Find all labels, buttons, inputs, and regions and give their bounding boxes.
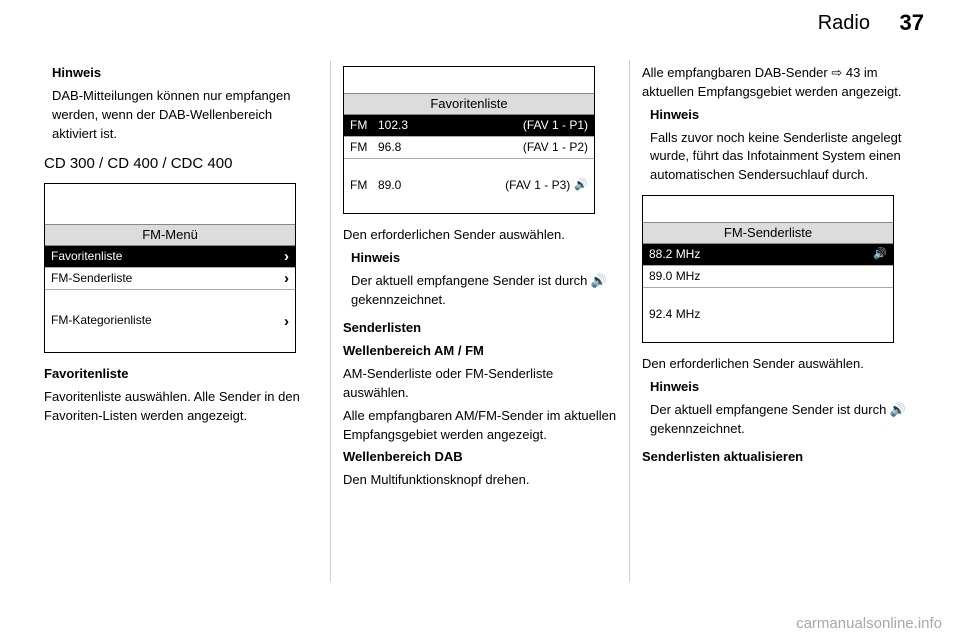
screen-list: FM 102.3 (FAV 1 - P1) FM 96.8 (FAV 1 - P…: [344, 115, 594, 213]
row-label: Favoritenliste: [51, 248, 284, 265]
menu-row-senderliste[interactable]: FM-Senderliste ›: [45, 268, 295, 290]
row-right: (FAV 1 - P3) 🔊: [488, 177, 588, 194]
row-band: FM: [350, 177, 378, 194]
subheading-favoritenliste: Favoritenliste: [44, 365, 318, 384]
row-slot: (FAV 1 - P3): [505, 177, 570, 194]
screen-title: FM-Menü: [45, 224, 295, 246]
subheading-aktualisieren: Senderlisten aktualisieren: [642, 448, 916, 467]
header-page-number: 37: [900, 10, 924, 36]
row-label: 92.4 MHz: [649, 306, 887, 323]
screen-fm-menu: FM-Menü Favoritenliste › FM-Senderliste …: [44, 183, 296, 353]
sender-row-1[interactable]: 88.2 MHz 🔊: [643, 244, 893, 266]
menu-row-favoritenliste[interactable]: Favoritenliste ›: [45, 246, 295, 268]
menu-row-kategorienliste[interactable]: FM-Kategorienliste ›: [45, 290, 295, 352]
speaker-icon: 🔊: [873, 247, 887, 263]
column-divider: [330, 60, 331, 582]
row-label: FM-Senderliste: [51, 270, 284, 287]
row-right: 🔊: [787, 247, 887, 263]
row-label: 89.0 MHz: [649, 268, 887, 285]
page-header: Radio 37: [0, 0, 960, 42]
row-right: (FAV 1 - P1): [488, 117, 588, 134]
fav-row-3[interactable]: FM 89.0 (FAV 1 - P3) 🔊: [344, 159, 594, 213]
chevron-right-icon: ›: [284, 271, 289, 286]
screen-title: Favoritenliste: [344, 93, 594, 115]
row-freq: 89.0: [378, 177, 488, 194]
column-1: Hinweis DAB-Mitteilungen können nur empf…: [40, 60, 322, 582]
note-body: Der aktuell empfangene Sender ist durch …: [650, 401, 916, 439]
row-label: FM-Kategorienliste: [51, 312, 284, 329]
screen-pad: [643, 196, 893, 222]
screen-list: Favoritenliste › FM-Senderliste › FM-Kat…: [45, 246, 295, 352]
body-text: Alle empfangbaren DAB-Sender ⇨ 43 im akt…: [642, 64, 916, 102]
content-columns: Hinweis DAB-Mitteilungen können nur empf…: [40, 60, 920, 582]
note-block-2: Hinweis Der aktuell empfangene Sender is…: [343, 249, 617, 310]
speaker-icon: 🔊: [574, 178, 588, 194]
note-heading: Hinweis: [650, 378, 916, 397]
row-band: FM: [350, 139, 378, 156]
screen-favoritenliste: Favoritenliste FM 102.3 (FAV 1 - P1) FM …: [343, 66, 595, 214]
body-text: Favoritenliste auswählen. Alle Sender in…: [44, 388, 318, 426]
body-text: Alle empfangbaren AM/FM-Sender im aktuel…: [343, 407, 617, 445]
body-text: Den erforderlichen Sender auswählen.: [343, 226, 617, 245]
body-text-bold: Wellenbereich DAB: [343, 448, 617, 467]
body-text: Den Multifunktionsknopf drehen.: [343, 471, 617, 490]
screen-pad: [45, 184, 295, 224]
section-heading: CD 300 / CD 400 / CDC 400: [44, 153, 318, 175]
sender-row-3[interactable]: 92.4 MHz: [643, 288, 893, 342]
note-body: Der aktuell empfangene Sender ist durch …: [351, 272, 617, 310]
body-text-bold: Wellenbereich AM / FM: [343, 342, 617, 361]
note-body: Falls zuvor noch keine Senderliste angel…: [650, 129, 916, 186]
column-3: Alle empfangbaren DAB-Sender ⇨ 43 im akt…: [638, 60, 920, 582]
chevron-right-icon: ›: [284, 314, 289, 329]
note-block-4: Hinweis Der aktuell empfangene Sender is…: [642, 378, 916, 439]
row-label: 88.2 MHz: [649, 246, 787, 263]
fav-row-2[interactable]: FM 96.8 (FAV 1 - P2): [344, 137, 594, 159]
watermark-text: carmanualsonline.info: [796, 615, 942, 632]
manual-page: Radio 37 Hinweis DAB-Mitteilungen können…: [0, 0, 960, 642]
column-2: Favoritenliste FM 102.3 (FAV 1 - P1) FM …: [339, 60, 621, 582]
note-heading: Hinweis: [351, 249, 617, 268]
screen-pad: [344, 67, 594, 93]
row-band: FM: [350, 117, 378, 134]
header-section: Radio: [818, 12, 870, 35]
note-block-1: Hinweis DAB-Mitteilungen können nur empf…: [44, 64, 318, 143]
row-freq: 102.3: [378, 117, 488, 134]
fav-row-1[interactable]: FM 102.3 (FAV 1 - P1): [344, 115, 594, 137]
row-slot: (FAV 1 - P2): [523, 139, 588, 156]
screen-fm-senderliste: FM-Senderliste 88.2 MHz 🔊 89.0 MHz 92.4 …: [642, 195, 894, 343]
note-block-3: Hinweis Falls zuvor noch keine Senderlis…: [642, 106, 916, 185]
sender-row-2[interactable]: 89.0 MHz: [643, 266, 893, 288]
screen-list: 88.2 MHz 🔊 89.0 MHz 92.4 MHz: [643, 244, 893, 342]
row-right: (FAV 1 - P2): [488, 139, 588, 156]
body-text: Den erforderlichen Sender auswählen.: [642, 355, 916, 374]
column-divider: [629, 60, 630, 582]
chevron-right-icon: ›: [284, 249, 289, 264]
note-body: DAB-Mitteilungen können nur empfangen we…: [52, 87, 318, 144]
note-heading: Hinweis: [650, 106, 916, 125]
subheading-senderlisten: Senderlisten: [343, 319, 617, 338]
body-text: AM-Senderliste oder FM-Senderliste auswä…: [343, 365, 617, 403]
note-heading: Hinweis: [52, 64, 318, 83]
row-freq: 96.8: [378, 139, 488, 156]
screen-title: FM-Senderliste: [643, 222, 893, 244]
row-slot: (FAV 1 - P1): [523, 117, 588, 134]
